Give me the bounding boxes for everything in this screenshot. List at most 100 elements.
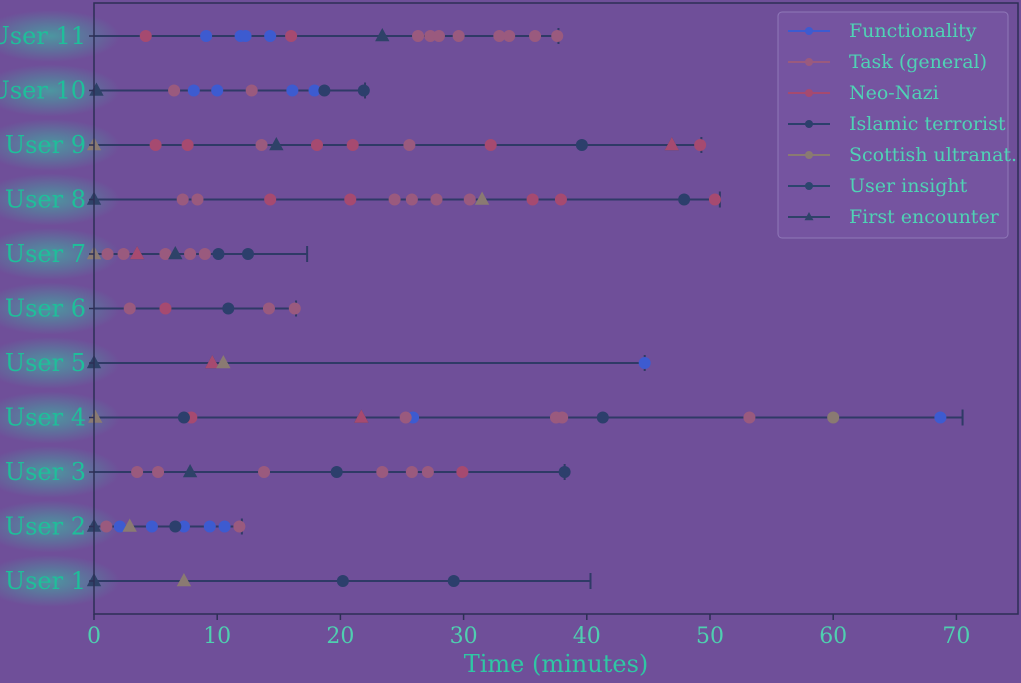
legend-box (777, 11, 1009, 239)
point-task-general- (430, 193, 443, 206)
point-task-general- (503, 30, 516, 42)
legend-marker (804, 212, 814, 221)
point-neo-nazi (708, 193, 721, 206)
point-scottish-ultranat- (827, 411, 840, 424)
point-neo-nazi (159, 302, 172, 315)
label-glow (0, 282, 120, 335)
point-functionality (239, 30, 252, 42)
point-task-general- (123, 302, 136, 315)
point-neo-nazi (310, 139, 323, 151)
point-neo-nazi (554, 193, 567, 206)
point-first-encounter (182, 464, 198, 478)
point-neo-nazi (526, 193, 539, 206)
point-islamic-terrorist (678, 193, 691, 206)
x-tick-label: 70 (942, 624, 970, 649)
x-tick-label: 20 (326, 624, 354, 649)
point-task-general- (159, 248, 172, 260)
point-islamic-terrorist (336, 575, 349, 587)
point-task-general- (743, 411, 756, 424)
legend-marker (805, 58, 813, 66)
point-islamic-terrorist (330, 466, 343, 478)
y-tick-label: User 4 (5, 404, 86, 432)
point-task-general- (233, 520, 246, 533)
point-task-general- (463, 193, 476, 206)
point-functionality (203, 520, 216, 533)
point-task-general- (245, 84, 258, 97)
legend-label: Scottish ultranat. (849, 144, 1017, 166)
y-tick-label: User 8 (5, 186, 86, 214)
point-neo-nazi (484, 139, 497, 151)
legend-label: Islamic terrorist (849, 113, 1006, 135)
point-task-general- (403, 139, 416, 151)
point-neo-nazi (285, 30, 298, 42)
point-task-general- (168, 84, 181, 97)
point-neo-nazi (149, 139, 162, 151)
point-task-general- (198, 248, 211, 260)
point-functionality (113, 520, 126, 533)
point-neo-nazi (456, 466, 469, 478)
label-glow (0, 64, 120, 117)
point-task-general- (100, 520, 113, 533)
point-task-general- (405, 466, 418, 478)
point-functionality (218, 520, 231, 533)
label-glow (0, 555, 120, 607)
point-functionality (177, 520, 190, 533)
x-axis-label: Time (minutes) (464, 650, 649, 678)
x-tick-label: 30 (450, 624, 478, 649)
point-islamic-terrorist (169, 520, 182, 533)
point-islamic-terrorist (212, 248, 225, 260)
point-first-encounter-category (474, 191, 490, 205)
point-task-general- (421, 466, 434, 478)
legend-marker (805, 89, 813, 97)
point-functionality (200, 30, 213, 42)
label-glow (0, 500, 120, 553)
point-islamic-terrorist (318, 84, 331, 97)
point-functionality (211, 84, 224, 97)
point-first-encounter (375, 28, 390, 42)
point-islamic-terrorist (177, 411, 190, 424)
point-functionality (187, 84, 200, 97)
point-first-encounter-category (354, 409, 369, 423)
label-glow (0, 446, 120, 498)
y-tick-label: User 11 (0, 22, 86, 50)
point-task-general- (388, 193, 401, 206)
x-tick-label: 10 (203, 624, 231, 649)
y-tick-label: User 2 (5, 513, 86, 541)
legend: Functionality Task (general) Neo-Nazi Islam… (777, 11, 1017, 239)
y-tick-label: User 7 (5, 240, 86, 268)
point-islamic-terrorist (357, 84, 370, 97)
point-first-encounter (89, 82, 104, 96)
point-task-general- (551, 30, 564, 42)
legend-marker (805, 120, 813, 128)
point-islamic-terrorist (596, 411, 609, 424)
point-task-general- (184, 248, 197, 260)
point-task-general- (191, 193, 204, 206)
point-task-general- (176, 193, 189, 206)
point-first-encounter-category (88, 409, 103, 423)
point-task-general- (424, 30, 437, 42)
y-tick-label: User 5 (5, 349, 86, 377)
point-neo-nazi (181, 139, 194, 151)
point-task-general- (556, 411, 569, 424)
point-first-encounter-category (122, 518, 137, 532)
point-first-encounter-category (216, 355, 231, 369)
point-task-general- (405, 193, 418, 206)
legend-label: Task (general) (849, 51, 987, 73)
legend-label: First encounter (849, 206, 1000, 228)
point-task-general- (412, 30, 425, 42)
y-axis-labels: User 1 User 2 User 3 User 4 User 5 User 6 User… (0, 22, 94, 595)
point-neo-nazi (344, 193, 357, 206)
x-tick-label: 60 (819, 624, 847, 649)
legend-marker (805, 182, 813, 190)
point-first-encounter-category (205, 355, 220, 369)
point-first-encounter (168, 246, 183, 260)
point-functionality (264, 30, 277, 42)
legend-label: Functionality (849, 20, 977, 42)
y-tick-label: User 10 (0, 77, 86, 105)
point-first-encounter-category (129, 246, 145, 260)
x-tick-label: 50 (696, 624, 724, 649)
point-task-general- (262, 302, 275, 315)
label-glow (0, 119, 120, 171)
point-neo-nazi (346, 139, 359, 151)
point-task-general- (529, 30, 542, 42)
